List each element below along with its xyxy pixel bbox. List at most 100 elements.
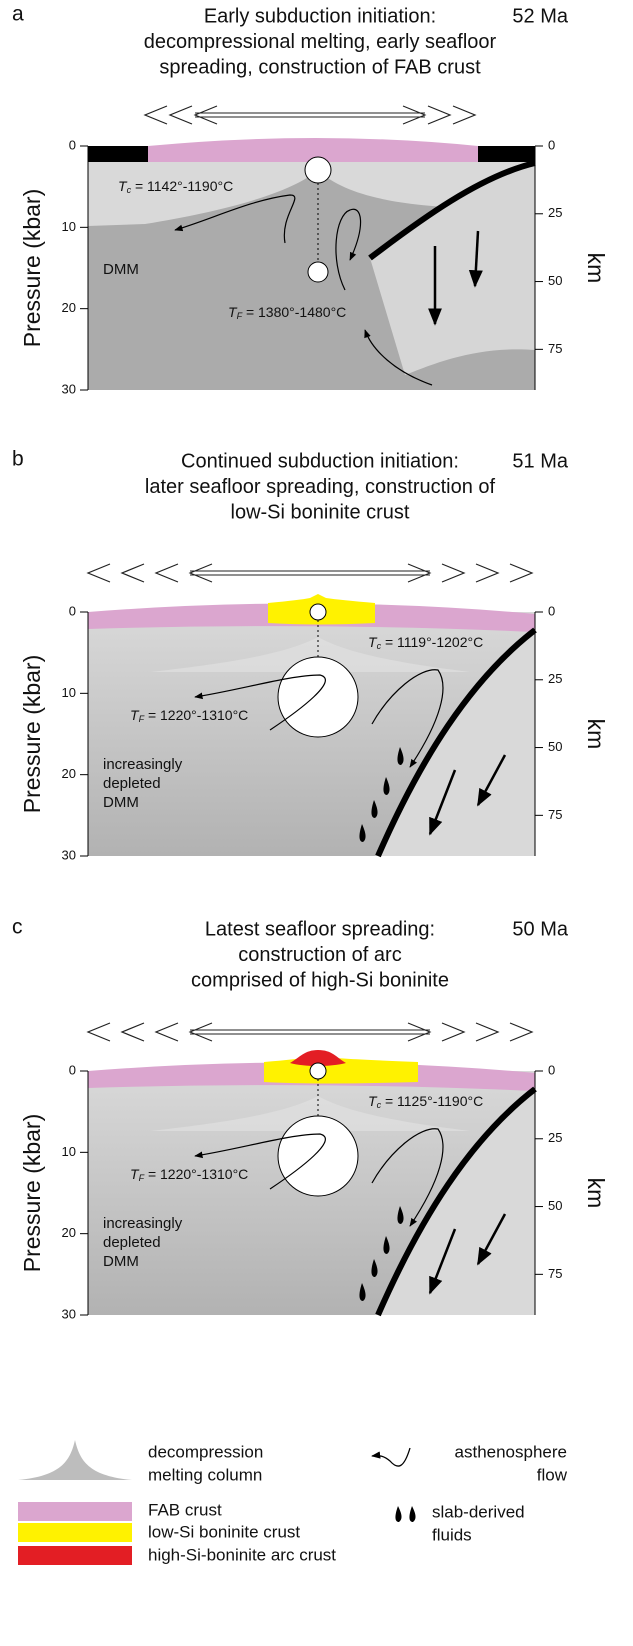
fab-swatch <box>18 1502 132 1521</box>
temperature-range: = 1119°-1202°C <box>381 634 483 650</box>
panel-title: later seafloor spreading, construction o… <box>145 476 496 498</box>
panel-title: low-Si boninite crust <box>231 501 410 523</box>
tick-label: 0 <box>548 137 555 152</box>
temperature-label: TF = 1220°-1310°C <box>130 1166 248 1184</box>
legend-text: low-Si boninite crust <box>148 1522 300 1541</box>
mantle-label: DMM <box>103 794 139 811</box>
tick-label: 50 <box>548 739 562 754</box>
panel-label: c <box>12 916 23 939</box>
tick-label: 20 <box>62 300 76 315</box>
melt-source <box>278 657 358 737</box>
mantle-label: increasingly <box>103 1215 183 1232</box>
low-si-swatch <box>18 1523 132 1542</box>
melt-source <box>305 157 331 183</box>
tick-label: 0 <box>548 1062 555 1077</box>
temperature-label: TF = 1380°-1480°C <box>228 304 346 322</box>
tick-label: 25 <box>548 205 562 220</box>
chevron <box>170 106 192 124</box>
age: 52 Ma <box>512 5 568 27</box>
chevron <box>476 1023 498 1041</box>
spreading-arrow <box>195 106 425 124</box>
mantle-label: depleted <box>103 1234 161 1251</box>
spreading-arrow <box>190 1023 430 1041</box>
tick-label: 30 <box>62 847 76 862</box>
temperature-label: Tc = 1119°-1202°C <box>368 634 483 652</box>
temperature-range: = 1125°-1190°C <box>381 1093 483 1109</box>
chevron <box>122 564 144 582</box>
panel-label: a <box>12 3 24 26</box>
age: 51 Ma <box>512 450 568 472</box>
chevron <box>510 564 532 582</box>
old-crust <box>88 146 148 162</box>
y2-axis-label: km <box>583 719 609 750</box>
melting-column-swatch <box>18 1440 132 1480</box>
panel-title: comprised of high-Si boninite <box>191 969 449 991</box>
tick-label: 75 <box>548 807 562 822</box>
tick-label: 25 <box>548 1130 562 1145</box>
legend-text: melting column <box>148 1465 262 1484</box>
age: 50 Ma <box>512 918 568 940</box>
panel-title: decompressional melting, early seafloor <box>144 31 497 53</box>
tick-label: 75 <box>548 341 562 356</box>
tick-label: 25 <box>548 671 562 686</box>
tick-label: 0 <box>69 137 76 152</box>
mantle-label: DMM <box>103 1253 139 1270</box>
mantle-label: DMM <box>103 261 139 278</box>
spreading-arrow <box>190 564 430 582</box>
legend-text: flow <box>537 1465 568 1484</box>
y-axis-label: Pressure (kbar) <box>19 655 45 813</box>
panel-title: construction of arc <box>238 944 401 966</box>
y2-axis-label: km <box>583 1178 609 1209</box>
tick-label: 75 <box>548 1266 562 1281</box>
legend-text: fluids <box>432 1525 472 1544</box>
chevron <box>156 1023 178 1041</box>
tick-label: 10 <box>62 219 76 234</box>
temperature-range: = 1220°-1310°C <box>144 1166 248 1182</box>
tick-label: 30 <box>62 1306 76 1321</box>
panel-title: Latest seafloor spreading: <box>205 918 435 940</box>
fluid-swatch <box>395 1506 415 1522</box>
chevron <box>510 1023 532 1041</box>
figure: decompression melting column asthenosphe… <box>0 0 633 1646</box>
tick-label: 20 <box>62 1225 76 1240</box>
legend-text: FAB crust <box>148 1500 222 1519</box>
tick-label: 20 <box>62 766 76 781</box>
chevron <box>442 1023 464 1041</box>
temperature-range: = 1380°-1480°C <box>242 304 346 320</box>
temperature-range: = 1220°-1310°C <box>144 707 248 723</box>
tick-label: 0 <box>548 603 555 618</box>
legend-text: asthenosphere <box>455 1442 567 1461</box>
flow-swatch <box>372 1448 410 1466</box>
tick-label: 50 <box>548 273 562 288</box>
chevron <box>442 564 464 582</box>
chevron <box>88 1023 110 1041</box>
tick-label: 30 <box>62 381 76 396</box>
y2-axis-label: km <box>583 253 609 284</box>
mantle-label: increasingly <box>103 756 183 773</box>
melt-source <box>310 1063 326 1079</box>
chevron <box>156 564 178 582</box>
old-crust <box>478 146 535 162</box>
melt-source <box>278 1116 358 1196</box>
low-si-crust <box>264 1053 418 1084</box>
panel-title: spreading, construction of FAB crust <box>159 56 481 78</box>
melt-source <box>308 262 328 282</box>
tick-label: 0 <box>69 1062 76 1077</box>
temperature-label: Tc = 1142°-1190°C <box>118 178 233 196</box>
high-si-swatch <box>18 1546 132 1565</box>
legend-text: high-Si-boninite arc crust <box>148 1545 336 1564</box>
temperature-range: = 1142°-1190°C <box>131 178 233 194</box>
melt-source <box>310 604 326 620</box>
mantle-label: depleted <box>103 775 161 792</box>
panel: 01020300255075Pressure (kbar)kmcLatest s… <box>12 916 609 1322</box>
tick-label: 0 <box>69 603 76 618</box>
tick-label: 50 <box>548 1198 562 1213</box>
temperature-label: TF = 1220°-1310°C <box>130 707 248 725</box>
legend: decompression melting column asthenosphe… <box>18 1440 568 1565</box>
panel-title: Continued subduction initiation: <box>181 450 459 472</box>
tick-label: 10 <box>62 685 76 700</box>
legend-text: decompression <box>148 1442 263 1461</box>
chevron <box>145 106 167 124</box>
